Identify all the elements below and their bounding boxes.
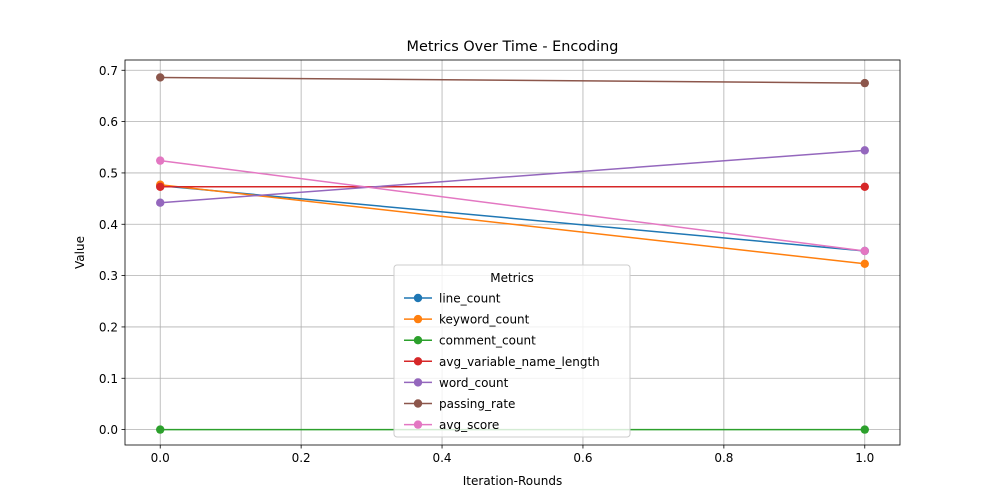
legend-marker-keyword-count <box>413 314 423 324</box>
data-point-keyword-count <box>860 259 869 268</box>
legend-marker-word-count <box>413 378 423 387</box>
legend-label-passing-rate: passing_rate <box>439 397 515 411</box>
x-tick-label: 1.0 <box>855 451 874 465</box>
legend-marker-avg-score <box>413 420 423 429</box>
x-tick-label: 0.2 <box>292 451 311 465</box>
plot-frame <box>124 59 901 446</box>
data-point-avg-score <box>860 246 869 256</box>
data-point-passing-rate <box>156 73 165 82</box>
y-tick-label: 0.1 <box>99 372 118 386</box>
series-line-keyword-count <box>160 183 865 265</box>
legend-label-line-count: line_count <box>439 292 501 306</box>
y-tick-label: 0.4 <box>99 218 118 232</box>
legend-box <box>393 264 631 438</box>
series-line-line-count <box>160 185 865 252</box>
data-point-comment-count <box>860 425 869 434</box>
data-point-comment-count <box>156 425 165 434</box>
series-line-word-count <box>160 149 865 204</box>
legend-marker-line-count <box>413 293 423 303</box>
legend-marker-avg-variable-name-length <box>413 357 423 366</box>
y-tick-label: 0.6 <box>99 115 118 129</box>
legend-label-avg-variable-name-length: avg_variable_name_length <box>439 355 600 369</box>
legend-label-avg-score: avg_score <box>439 418 499 432</box>
axis-ticks: 0.0 0.2 0.4 0.6 0.8 1.0 0.0 0.1 0.2 0.3 0.4 0.5 0.6 0… <box>99 64 874 465</box>
x-tick-label: 0.4 <box>432 451 451 465</box>
data-point-avg-variable-name-length <box>156 182 165 191</box>
chart-title: Metrics Over Time - Encoding <box>407 39 619 55</box>
y-axis-label: Value <box>73 236 87 269</box>
data-point-avg-score <box>156 156 165 165</box>
data-point-passing-rate <box>860 78 869 88</box>
x-tick-label: 0.8 <box>714 451 733 465</box>
y-tick-label: 0.2 <box>99 320 118 334</box>
y-tick-label: 0.5 <box>99 166 118 180</box>
data-point-word-count <box>860 146 869 155</box>
series-line-avg-score <box>160 159 865 252</box>
legend: Metrics line_count keyword_count comment_c… <box>393 264 631 438</box>
legend-title: Metrics <box>490 271 534 285</box>
y-tick-label: 0.7 <box>99 64 118 78</box>
y-tick-label: 0.0 <box>99 423 118 437</box>
x-axis-label: Iteration-Rounds <box>463 474 562 488</box>
legend-label-keyword-count: keyword_count <box>439 313 530 327</box>
x-tick-label: 0.0 <box>151 451 170 465</box>
x-tick-label: 0.6 <box>573 451 592 465</box>
data-point-word-count <box>156 198 165 207</box>
y-tick-label: 0.3 <box>99 269 118 283</box>
legend-label-comment-count: comment_count <box>439 334 536 348</box>
legend-label-word-count: word_count <box>439 376 509 390</box>
legend-marker-comment-count <box>413 336 423 345</box>
legend-marker-passing-rate <box>413 399 423 408</box>
data-point-avg-variable-name-length <box>860 182 869 191</box>
series-line-passing-rate <box>160 76 865 84</box>
